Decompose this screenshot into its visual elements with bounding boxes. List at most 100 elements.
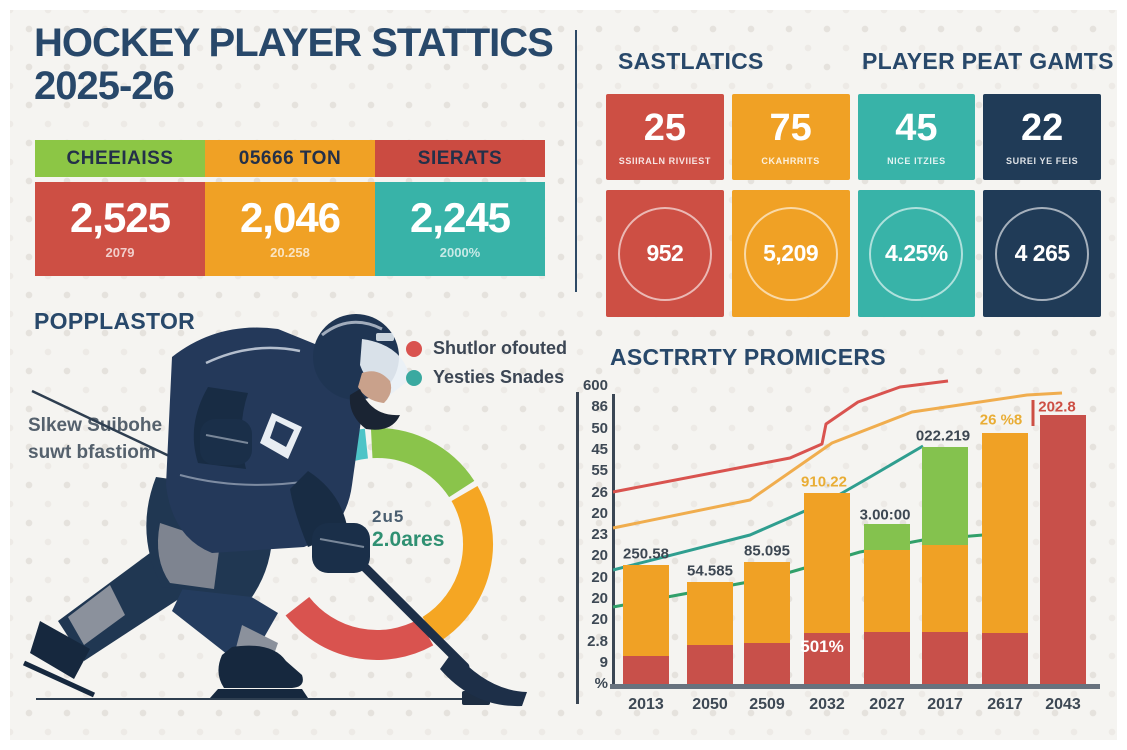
legend-label: Yesties Snades	[433, 367, 565, 387]
circle-card-value: 952	[646, 240, 684, 266]
y-axis-label: 20	[591, 547, 608, 565]
summary-table: CHEEIAISS 05666 TON SIERATS 2,525 2079 2,046…	[35, 140, 545, 276]
bar-segment-red	[623, 656, 669, 688]
bar-segment-orange	[687, 582, 733, 645]
trend-line-orange	[612, 391, 1063, 530]
summary-value-number: 2,046	[239, 194, 341, 241]
y-axis-label: 55	[591, 462, 608, 480]
section-heading-player-peat-gamts: PLAYER PEAT GAMTS	[862, 48, 1114, 74]
summary-value-cell: 2,245 2000%	[375, 182, 545, 276]
stat-card-value: 22	[1020, 106, 1064, 149]
x-axis-label: 2032	[809, 696, 845, 713]
donut-legend: Shutlor ofouted Yesties Snades	[406, 338, 567, 388]
beard	[349, 389, 400, 430]
circle-card: 952	[606, 190, 724, 317]
trend-line-red	[612, 379, 949, 494]
y-axis-label: 9	[599, 653, 608, 671]
circle-cards-row: 952 5,209 4.25% 4 265	[606, 190, 1101, 317]
stat-card: 25 SSIIRALN RIVIIEST	[606, 94, 724, 180]
summary-header-cell: CHEEIAISS	[35, 140, 205, 177]
bar-segment-red	[864, 632, 910, 688]
bar-segment-green	[864, 524, 910, 550]
bar-segment-red	[982, 633, 1028, 688]
bar-segment-orange	[864, 550, 910, 632]
bar-value-label: 3.00:00	[859, 506, 911, 524]
bar-segment-orange	[922, 545, 968, 632]
y-axis-label: 600	[582, 377, 608, 394]
donut-center-line2: 2.0ares	[372, 528, 445, 552]
bar-segment-green	[922, 447, 968, 545]
circle-card: 5,209	[731, 190, 850, 317]
y-axis-label: 45	[591, 440, 608, 458]
stat-card-label: SUREI YE FEIS	[1006, 155, 1079, 166]
bar-value-label: 202.8	[1038, 398, 1076, 416]
bar-segment-red	[922, 632, 968, 688]
x-axis-label: 2617	[987, 696, 1023, 713]
circle-card-value: 5,209	[763, 240, 819, 266]
y-axis-label: 20	[591, 504, 608, 522]
summary-table-value-row: 2,525 2079 2,046 20.258 2,245 2000%	[35, 182, 545, 276]
stat-card: 75 CKAHRRITS	[731, 94, 850, 180]
legend-dot	[406, 369, 422, 386]
circle-card-value: 4 265	[1014, 240, 1071, 266]
y-axis-label: 86	[591, 398, 608, 416]
y-axis-label: %	[594, 675, 608, 693]
legend-label: Shutlor ofouted	[433, 338, 567, 358]
circle-card: 4 265	[983, 190, 1101, 317]
x-axis-bar	[610, 684, 1100, 689]
bar-value-label: 250.58	[623, 545, 669, 563]
stat-card-label: CKAHRRITS	[761, 155, 820, 166]
y-axis-label: 26	[591, 483, 608, 501]
side-note-line1: Slkew Suibohe	[28, 415, 163, 436]
side-note: Slkew Suibohe suwt bfastiom	[28, 412, 162, 466]
y-axis-label: 23	[591, 526, 608, 544]
section-heading-popplastor: POPPLASTOR	[34, 308, 196, 334]
bar-value-label: 022.219	[915, 427, 971, 445]
circle-ring: 4.25%	[869, 206, 964, 301]
summary-value-number: 2,525	[69, 194, 171, 241]
y-axis-label: 20	[591, 568, 608, 586]
summary-value-sub: 2000%	[439, 245, 481, 260]
stat-card-label: SSIIRALN RIVIIEST	[618, 155, 711, 166]
stat-card-value: 45	[895, 106, 938, 149]
bar-segment-red	[744, 643, 790, 688]
legend-item: Shutlor ofouted	[406, 338, 567, 359]
x-axis-label: 2050	[692, 696, 728, 713]
donut-segment-orange	[422, 486, 493, 643]
circle-card: 4.25%	[857, 190, 976, 317]
y-axis-line	[612, 394, 615, 686]
y-axis-left-rule	[576, 392, 579, 704]
circle-ring: 5,209	[743, 206, 838, 301]
donut-center-line1: 2u5	[372, 507, 405, 526]
summary-table-header-row: CHEEIAISS 05666 TON SIERATS	[35, 140, 545, 177]
bar-segment-red	[804, 633, 850, 688]
summary-value-sub: 20.258	[270, 245, 310, 260]
donut-center-text: 2u5 2.0ares	[372, 506, 444, 554]
section-heading-sastlatics: SASTLATICS	[618, 48, 764, 74]
summary-header-cell: SIERATS	[375, 140, 545, 177]
circle-card-value: 4.25%	[885, 240, 948, 266]
bar-value-label: 501%	[800, 637, 844, 656]
player-body	[22, 314, 410, 698]
summary-value-cell: 2,046 20.258	[205, 182, 375, 276]
bar-segment-orange	[623, 565, 669, 656]
summary-value-sub: 2079	[105, 245, 135, 260]
side-note-line2: suwt bfastiom	[28, 442, 156, 463]
hockey-player-illustration	[22, 314, 527, 707]
stat-card-value: 25	[643, 106, 687, 149]
stat-card: 45 NICE ITZIES	[857, 94, 976, 180]
y-axis-label: 20	[591, 611, 608, 629]
x-axis-label: 2013	[628, 696, 664, 713]
legend-dot	[406, 340, 422, 357]
x-axis-label: 2509	[749, 696, 785, 713]
bar-value-label: 54.585	[687, 562, 733, 580]
summary-header-cell: 05666 TON	[205, 140, 375, 177]
legend-item: Yesties Snades	[406, 367, 567, 388]
y-axis-label: 50	[591, 419, 608, 437]
face	[358, 371, 392, 403]
background-panel: HOCKEY PLAYER STATTICS 2025-26 CHEEIAISS…	[10, 10, 1117, 740]
chart-plot: 250.58 54.585 85.095 910.22 501% 3.00:00 022.2…	[612, 378, 1095, 688]
bar-value-label: 26 %8	[979, 411, 1023, 429]
circle-ring: 4 265	[995, 206, 1090, 301]
